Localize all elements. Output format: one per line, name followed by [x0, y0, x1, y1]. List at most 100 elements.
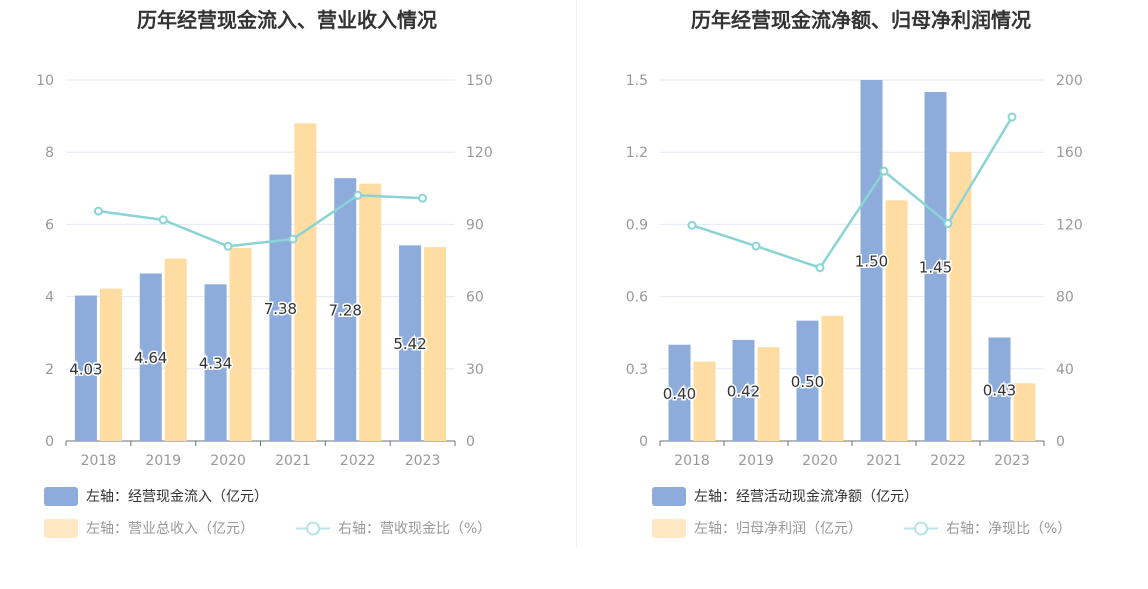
left-axis-tick-label: 8 — [45, 145, 54, 161]
x-axis-tick-label: 2021 — [275, 453, 311, 469]
ratio-point — [158, 215, 168, 225]
left-axis-tick-label: 1.2 — [626, 145, 648, 161]
legend-item-net-profit[interactable]: 左轴：归母净利润（亿元） — [652, 518, 862, 538]
x-axis-tick-label: 2019 — [738, 453, 774, 469]
right-axis-tick-label: 200 — [1056, 73, 1083, 89]
chart-panel-left: 历年经营现金流入、营业收入情况 0 2 4 6 8 10 0 30 60 90 120 150 2018… — [36, 8, 493, 538]
chart-left: 0 2 4 6 8 10 0 30 60 90 120 150 2018 2019 2020 2021 2022… — [36, 73, 493, 469]
legend-line-icon — [296, 519, 330, 538]
legend-label: 左轴：营业总收入（亿元） — [86, 521, 254, 537]
ratio-point — [93, 206, 103, 216]
legend-label: 左轴：归母净利润（亿元） — [694, 521, 862, 537]
bar-series-1 — [204, 284, 227, 441]
x-axis-tick-label: 2021 — [866, 453, 902, 469]
bar-series-1 — [732, 339, 755, 441]
x-axis-tick-label: 2023 — [994, 453, 1030, 469]
ratio-point — [879, 166, 889, 176]
legend-item-cash-inflow[interactable]: 左轴：经营现金流入（亿元） — [44, 486, 268, 506]
legend-swatch — [652, 518, 686, 538]
bar-series-1 — [74, 295, 97, 441]
ratio-point — [1007, 112, 1017, 122]
x-axis-tick-label: 2020 — [210, 453, 246, 469]
right-axis-tick-label: 30 — [466, 362, 484, 378]
data-label: 4.64 — [134, 349, 167, 367]
left-axis-tick-label: 1.5 — [626, 73, 648, 89]
bar-series-2 — [359, 183, 382, 441]
legend-item-net-cash-flow[interactable]: 左轴：经营活动现金流净额（亿元） — [652, 486, 918, 506]
chart-title: 历年经营现金流入、营业收入情况 — [137, 8, 437, 32]
x-axis-tick-label: 2018 — [674, 453, 710, 469]
legend-label: 右轴：净现比（%） — [946, 521, 1072, 537]
bar-series-1 — [399, 245, 422, 441]
left-axis-tick-label: 6 — [45, 217, 54, 233]
data-label: 0.42 — [727, 382, 760, 400]
ratio-point — [943, 218, 953, 228]
right-axis-tick-label: 120 — [1056, 217, 1083, 233]
bar-series-2 — [99, 288, 122, 441]
data-label: 5.42 — [393, 335, 426, 353]
ratio-line — [691, 116, 1014, 270]
right-axis-tick-label: 40 — [1056, 362, 1074, 378]
legend-label: 左轴：经营活动现金流净额（亿元） — [694, 489, 918, 505]
bar-series-1 — [924, 92, 947, 442]
left-axis-tick-label: 0 — [45, 434, 54, 450]
data-label: 7.28 — [329, 302, 362, 320]
data-label: 4.03 — [69, 360, 102, 378]
legend-item-ratio[interactable]: 右轴：营收现金比（%） — [296, 518, 491, 538]
bar-series-1 — [860, 80, 883, 441]
right-axis-tick-label: 90 — [466, 217, 484, 233]
bar-series-1 — [139, 273, 162, 441]
bar-series-1 — [668, 344, 691, 441]
legend-label: 右轴：营收现金比（%） — [338, 521, 492, 537]
x-axis-tick-label: 2022 — [930, 453, 966, 469]
bar-series-2 — [949, 152, 972, 441]
bar-series-2 — [424, 247, 447, 441]
data-label: 7.38 — [264, 300, 297, 318]
legend-label: 左轴：经营现金流入（亿元） — [86, 489, 268, 505]
ratio-point — [687, 220, 697, 230]
legend-swatch — [44, 518, 78, 538]
ratio-point — [815, 263, 825, 273]
right-axis-tick-label: 60 — [466, 290, 484, 306]
bar-series-2 — [1013, 383, 1036, 441]
chart-panel-right: 历年经营现金流净额、归母净利润情况 0 0.3 0.6 0.9 1.2 1.5 0 40 80 1… — [574, 0, 1148, 589]
bar-series-1 — [988, 337, 1011, 441]
bar-series-1 — [796, 320, 819, 441]
legend-swatch — [44, 486, 78, 506]
legend-item-revenue[interactable]: 左轴：营业总收入（亿元） — [44, 518, 254, 538]
ratio-point — [418, 193, 428, 203]
right-axis-tick-label: 150 — [466, 73, 493, 89]
data-label: 0.43 — [983, 381, 1016, 399]
left-axis-tick-label: 4 — [45, 290, 54, 306]
right-axis-tick-label: 0 — [1056, 434, 1065, 450]
ratio-point — [751, 241, 761, 251]
bar-series-1 — [334, 178, 357, 441]
bar-series-2 — [229, 247, 252, 441]
data-label: 4.34 — [199, 355, 232, 373]
data-label: 0.40 — [663, 385, 696, 403]
bar-series-2 — [294, 123, 317, 441]
ratio-point — [353, 190, 363, 200]
ratio-point — [288, 234, 298, 244]
x-axis-tick-label: 2018 — [81, 453, 117, 469]
data-label: 1.45 — [919, 259, 952, 277]
left-axis-tick-label: 0 — [639, 434, 648, 450]
right-axis-tick-label: 80 — [1056, 290, 1074, 306]
right-axis-tick-label: 160 — [1056, 145, 1083, 161]
right-axis-tick-label: 120 — [466, 145, 493, 161]
left-axis-tick-label: 0.9 — [626, 217, 648, 233]
x-axis-tick-label: 2023 — [405, 453, 441, 469]
legend-item-net-cash-ratio[interactable]: 右轴：净现比（%） — [904, 518, 1071, 538]
left-axis-tick-label: 0.6 — [626, 290, 648, 306]
legend-swatch — [652, 486, 686, 506]
legend-line-icon — [904, 519, 938, 538]
data-label: 1.50 — [855, 253, 888, 271]
panel-divider — [576, 0, 577, 548]
chart-title: 历年经营现金流净额、归母净利润情况 — [691, 8, 1031, 32]
left-axis-tick-label: 0.3 — [626, 362, 648, 378]
ratio-line — [98, 194, 423, 248]
data-label: 0.50 — [791, 373, 824, 391]
x-axis-tick-label: 2020 — [802, 453, 838, 469]
x-axis-tick-label: 2022 — [340, 453, 376, 469]
bar-series-2 — [164, 258, 187, 441]
